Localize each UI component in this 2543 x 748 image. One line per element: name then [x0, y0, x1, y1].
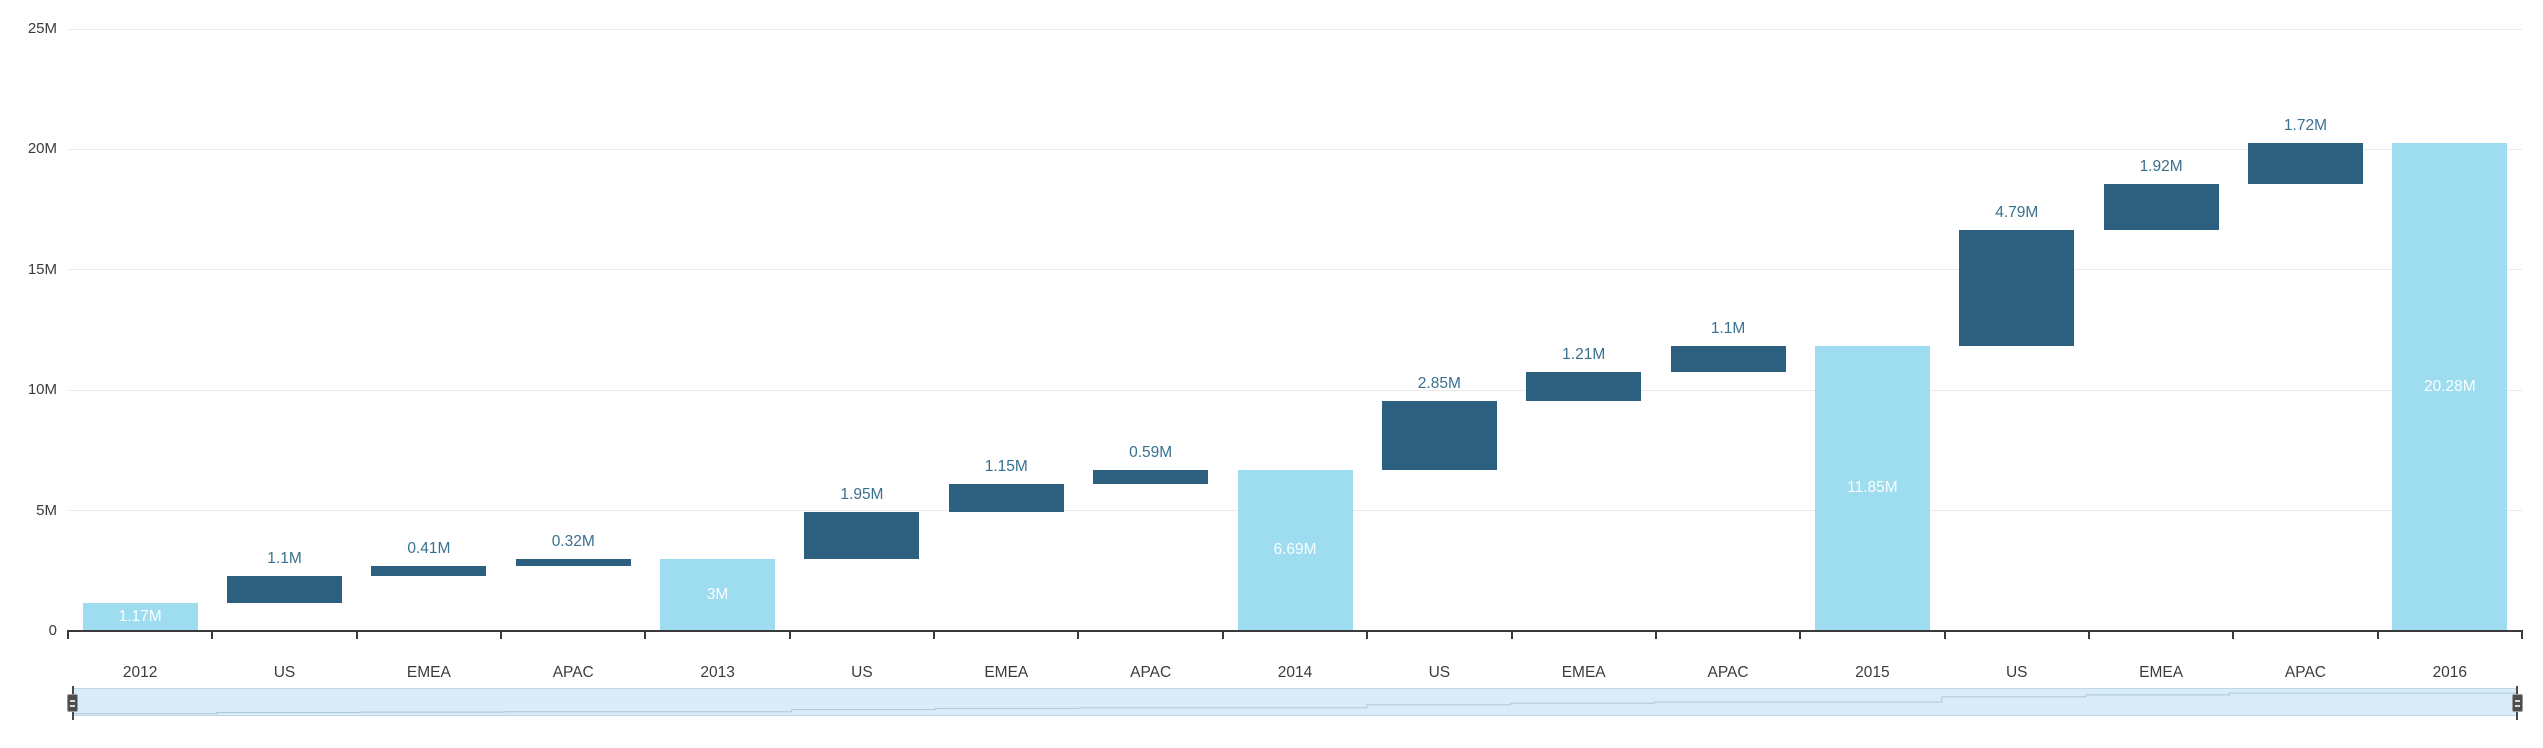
x-axis-label-emea-10: EMEA [1561, 664, 1606, 681]
x-axis-label-us-1: US [273, 664, 296, 681]
bar-value-label: 0.32M [551, 532, 595, 550]
x-axis-label-apac-15: APAC [2284, 664, 2326, 681]
bar-value-label: 1.92M [2139, 158, 2183, 176]
x-axis-label-us-5: US [851, 664, 873, 681]
navigator-left-handle[interactable] [67, 694, 78, 712]
x-axis-tick [1943, 630, 1946, 639]
waterfall-bar-emea-14[interactable] [2103, 184, 2219, 231]
x-axis-tick [1077, 630, 1080, 639]
x-axis-label-apac-7: APAC [1130, 664, 1172, 681]
handle-grip-icon [70, 705, 75, 707]
bar-value-label: 1.1M [267, 550, 302, 568]
x-axis-tick [1366, 630, 1369, 639]
bar-value-label: 4.79M [1995, 204, 2039, 222]
x-axis-label-us-13: US [2005, 664, 2028, 681]
waterfall-bar-apac-3[interactable] [515, 558, 631, 567]
bar-value-label: 1.95M [840, 485, 884, 503]
y-axis-label: 15M [27, 260, 57, 278]
x-axis-tick [644, 630, 647, 639]
waterfall-bar-emea-2[interactable] [371, 566, 487, 577]
y-axis-label: 5M [36, 501, 57, 519]
waterfall-bar-2015-12[interactable] [1814, 345, 1930, 631]
gridline [68, 28, 2522, 30]
bar-value-label: 0.59M [1129, 443, 1173, 461]
waterfall-bar-us-1[interactable] [227, 576, 343, 603]
handle-grip-icon [2515, 705, 2520, 707]
x-axis-tick [1654, 630, 1657, 639]
bar-value-label: 2.85M [1417, 375, 1461, 393]
waterfall-bar-apac-11[interactable] [1670, 345, 1786, 373]
x-axis-tick [2232, 630, 2235, 639]
waterfall-bar-us-13[interactable] [1959, 230, 2075, 346]
bar-value-label: 11.85M [1847, 479, 1898, 497]
gridline [68, 269, 2522, 271]
x-axis-label-2016-16: 2016 [2432, 664, 2468, 681]
x-axis-tick [2521, 630, 2523, 639]
waterfall-bar-us-5[interactable] [804, 511, 920, 559]
x-axis-tick [2376, 630, 2379, 639]
x-axis-tick [933, 630, 936, 639]
x-axis-tick [355, 630, 358, 639]
waterfall-bar-2016-16[interactable] [2392, 142, 2508, 631]
bar-value-label: 6.69M [1273, 541, 1317, 559]
navigator-mini-series [73, 692, 2517, 715]
waterfall-bar-apac-15[interactable] [2247, 142, 2363, 185]
x-axis-label-apac-11: APAC [1707, 664, 1749, 681]
x-axis-tick [788, 630, 791, 639]
waterfall-bar-emea-10[interactable] [1526, 372, 1642, 402]
gridline [68, 389, 2522, 391]
waterfall-bar-2013-4[interactable] [660, 558, 776, 631]
bar-value-label: 1.15M [984, 458, 1028, 476]
x-axis-label-2012-0: 2012 [122, 664, 158, 681]
waterfall-bar-apac-7[interactable] [1093, 469, 1209, 485]
x-axis-label-us-9: US [1428, 664, 1451, 681]
bar-value-label: 1.72M [2283, 116, 2328, 134]
y-axis-label: 0 [48, 622, 57, 639]
bar-value-label: 1.21M [1562, 346, 1606, 364]
x-axis-tick [1221, 630, 1224, 639]
y-axis-label: 20M [27, 140, 57, 158]
bar-value-label: 1.17M [118, 607, 162, 625]
handle-grip-icon [2515, 700, 2520, 702]
y-axis-label: 25M [27, 20, 57, 37]
handle-grip-icon [70, 700, 75, 702]
navigator-right-handle[interactable] [2512, 694, 2523, 712]
x-axis-tick [2087, 630, 2090, 639]
x-axis-tick [67, 630, 69, 639]
x-axis-label-2013-4: 2013 [700, 664, 735, 681]
x-axis-label-emea-2: EMEA [406, 664, 451, 681]
waterfall-bar-us-9[interactable] [1381, 401, 1497, 470]
bar-value-label: 1.1M [1710, 319, 1746, 337]
x-axis-label-apac-3: APAC [552, 664, 594, 681]
waterfall-bar-2012-0[interactable] [82, 602, 198, 631]
x-axis-tick [1510, 630, 1513, 639]
x-axis-tick [1799, 630, 1802, 639]
bar-value-label: 0.41M [407, 540, 451, 558]
x-axis-tick [211, 630, 214, 639]
x-axis-tick [500, 630, 503, 639]
x-axis-label-2014-8: 2014 [1277, 664, 1313, 681]
y-axis-label: 10M [27, 381, 57, 399]
waterfall-bar-emea-6[interactable] [948, 484, 1064, 512]
x-axis-label-emea-14: EMEA [2139, 664, 2184, 681]
x-axis-label-emea-6: EMEA [984, 664, 1029, 681]
bar-value-label: 20.28M [2423, 377, 2476, 395]
bar-value-label: 3M [706, 585, 729, 603]
navigator-scrollbar[interactable] [67, 686, 2523, 720]
x-axis-line [68, 630, 2522, 632]
x-axis-label-2015-12: 2015 [1855, 664, 1890, 681]
gridline [68, 148, 2522, 150]
waterfall-bar-2014-8[interactable] [1237, 469, 1353, 631]
